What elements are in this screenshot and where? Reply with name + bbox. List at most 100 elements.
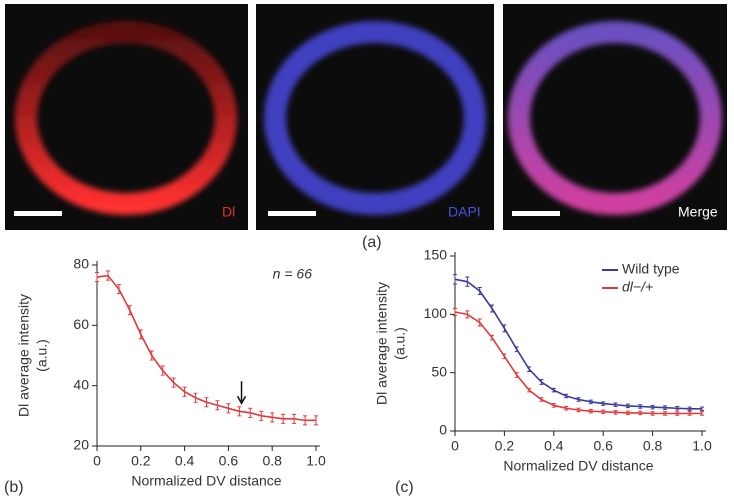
error-bar [116,284,121,295]
image-caption: DAPI [448,204,481,220]
x-axis-label: Normalized DV distance [131,473,281,489]
annotation: n = 66 [273,266,313,282]
error-bar [259,410,264,421]
error-bar [650,411,655,416]
error-bar [281,413,286,424]
error-bar [675,411,680,416]
x-tick-label: 0.6 [593,438,613,454]
panel-label: (c) [395,479,414,496]
x-tick-label: 0.8 [262,453,282,469]
y-tick-label: 80 [73,256,89,272]
x-tick-label: 1.0 [692,438,712,454]
error-bar [588,399,593,405]
y-tick-label: 50 [431,363,447,379]
error-bar [95,272,99,283]
error-bar [662,411,667,416]
error-bar [215,400,220,411]
embryo-ring [264,21,486,215]
y-axis-label: Dl average intensity [16,294,32,417]
error-bar [160,365,165,376]
scale-bar [268,211,316,216]
error-bar [638,404,643,409]
error-bar [149,350,154,361]
error-bar [576,397,581,402]
error-bar [171,377,176,388]
error-bar [601,409,606,414]
error-bar [237,406,242,417]
embryo-ring [15,21,237,215]
image-caption: Dl [222,204,235,220]
error-bar [502,353,507,360]
y-tick-label: 40 [73,376,89,392]
error-bar [576,407,581,413]
x-tick-label: 0.6 [219,453,239,469]
error-bar [551,403,556,408]
image-panels: Dl DAPI Merge [5,4,727,230]
error-bar [564,406,569,411]
x-tick-label: 0 [451,438,459,454]
error-bar [226,403,231,414]
x-tick-label: 0.4 [175,453,195,469]
error-bar [514,346,519,353]
error-bar [625,410,630,416]
y-axis-label: (a.u.) [392,327,408,360]
x-axis-label: Normalized DV distance [503,458,653,474]
error-bar [314,415,318,426]
error-bar [650,404,655,410]
error-bar [613,410,618,415]
panel-label: (a) [362,234,382,251]
error-bar [105,270,110,281]
x-tick-label: 0.4 [544,438,564,454]
scale-bar [512,211,560,216]
error-bar [588,408,593,414]
error-bar [303,415,308,426]
y-axis-label: Dl average intensity [374,282,390,405]
y-tick-label: 100 [424,305,448,321]
data-line [454,278,702,410]
error-bar [453,308,457,316]
y-tick-label: 0 [439,422,447,438]
y-tick-label: 20 [73,437,89,453]
error-bar [465,276,470,287]
error-bar [527,366,532,372]
x-tick-label: 0.2 [495,438,515,454]
error-bar [248,407,253,418]
y-tick-label: 150 [424,247,448,263]
image-caption: Merge [678,204,718,220]
error-bar [182,386,187,397]
x-tick-label: 0.2 [131,453,151,469]
error-bar [700,411,704,416]
error-bar [477,287,482,295]
scale-bar [14,211,62,216]
error-bar [204,397,209,408]
error-bar [514,372,519,378]
error-bar [490,334,495,341]
error-bar [292,413,297,424]
error-bar [453,274,457,285]
error-bar [127,305,132,316]
error-bar [551,387,556,393]
error-bar [539,397,544,402]
embryo-ring [508,21,722,215]
x-tick-label: 1.0 [306,453,326,469]
error-bar [477,318,482,327]
x-tick-label: 0 [93,453,101,469]
error-bar [687,411,692,416]
error-bar [527,387,532,393]
error-bar [638,410,643,416]
legend-label: Wild type [622,261,680,277]
panel-label: (b) [4,479,24,496]
arrow [236,381,247,405]
error-bar [502,324,507,333]
legend-label: dl−/+ [622,279,653,295]
error-bar [700,406,704,412]
error-bar [613,402,618,407]
y-tick-label: 60 [73,316,89,332]
error-bar [539,379,544,385]
error-bar [490,304,495,313]
error-bar [625,403,630,409]
x-tick-label: 0.8 [643,438,663,454]
error-bar [662,405,667,410]
error-bar [138,329,143,340]
error-bar [675,406,680,411]
